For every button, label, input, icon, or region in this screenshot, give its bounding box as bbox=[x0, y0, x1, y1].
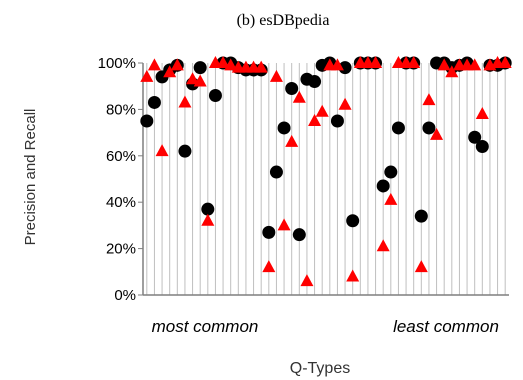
data-marks bbox=[140, 56, 512, 287]
precision-point bbox=[277, 121, 291, 135]
recall-point bbox=[445, 65, 459, 78]
grid-lines bbox=[146, 63, 506, 295]
precision-point bbox=[140, 114, 154, 128]
recall-point bbox=[422, 93, 436, 106]
y-tick-label: 80% bbox=[106, 101, 136, 118]
precision-point bbox=[201, 202, 215, 216]
precision-point bbox=[384, 165, 398, 179]
recall-point bbox=[216, 56, 230, 68]
precision-point bbox=[285, 82, 299, 96]
precision-point bbox=[414, 209, 428, 223]
recall-point bbox=[414, 260, 428, 273]
y-axis-label: Precision and Recall bbox=[22, 109, 39, 246]
recall-point bbox=[163, 65, 177, 78]
recall-point bbox=[292, 90, 306, 103]
precision-point bbox=[208, 88, 222, 102]
recall-point bbox=[178, 95, 192, 108]
recall-point bbox=[155, 144, 169, 157]
recall-point bbox=[300, 274, 314, 287]
y-tick-label: 100% bbox=[98, 55, 136, 72]
precision-point bbox=[330, 114, 344, 128]
recall-point bbox=[330, 58, 344, 71]
recall-point bbox=[346, 269, 360, 282]
recall-point bbox=[384, 192, 398, 205]
x-axis-label: Q-Types bbox=[290, 360, 350, 377]
recall-point bbox=[193, 74, 207, 87]
recall-point bbox=[186, 72, 200, 85]
recall-point bbox=[430, 127, 444, 140]
recall-point bbox=[269, 69, 283, 82]
recall-point bbox=[140, 69, 154, 82]
precision-point bbox=[338, 61, 352, 75]
recall-point bbox=[147, 58, 161, 71]
recall-point bbox=[468, 58, 482, 71]
recall-point bbox=[315, 104, 329, 117]
y-tick-label: 20% bbox=[106, 241, 136, 258]
axes bbox=[138, 62, 509, 296]
recall-point bbox=[498, 56, 512, 68]
precision-point bbox=[391, 121, 405, 135]
recall-point bbox=[437, 58, 451, 71]
y-tick-label: 40% bbox=[106, 194, 136, 211]
precision-point bbox=[193, 61, 207, 75]
recall-point bbox=[475, 107, 489, 120]
recall-point bbox=[170, 58, 184, 71]
recall-point bbox=[224, 58, 238, 71]
precision-point bbox=[376, 179, 390, 193]
recall-point bbox=[376, 239, 390, 252]
precision-point bbox=[262, 225, 276, 239]
y-tick-labels: 0% 20% 40% 60% 80% 100% bbox=[98, 55, 136, 304]
x-end-label: least common bbox=[393, 317, 499, 336]
recall-point bbox=[262, 260, 276, 273]
recall-point bbox=[308, 114, 322, 126]
precision-point bbox=[292, 228, 306, 242]
recall-point bbox=[254, 60, 268, 73]
precision-point bbox=[475, 140, 489, 154]
precision-point bbox=[147, 95, 161, 109]
precision-point bbox=[308, 75, 322, 89]
precision-point bbox=[422, 121, 436, 135]
precision-point bbox=[178, 144, 192, 158]
recall-point bbox=[369, 56, 383, 68]
precision-point bbox=[269, 165, 283, 179]
precision-point bbox=[468, 130, 482, 144]
y-tick-label: 60% bbox=[106, 148, 136, 165]
recall-point bbox=[407, 56, 421, 68]
x-start-label: most common bbox=[152, 317, 259, 336]
recall-point bbox=[338, 97, 352, 110]
precision-point bbox=[346, 214, 360, 228]
recall-point bbox=[277, 218, 291, 231]
chart-title: (b) esDBpedia bbox=[237, 12, 330, 29]
recall-point bbox=[201, 213, 215, 226]
y-tick-label: 0% bbox=[114, 287, 136, 304]
recall-point bbox=[285, 134, 299, 147]
